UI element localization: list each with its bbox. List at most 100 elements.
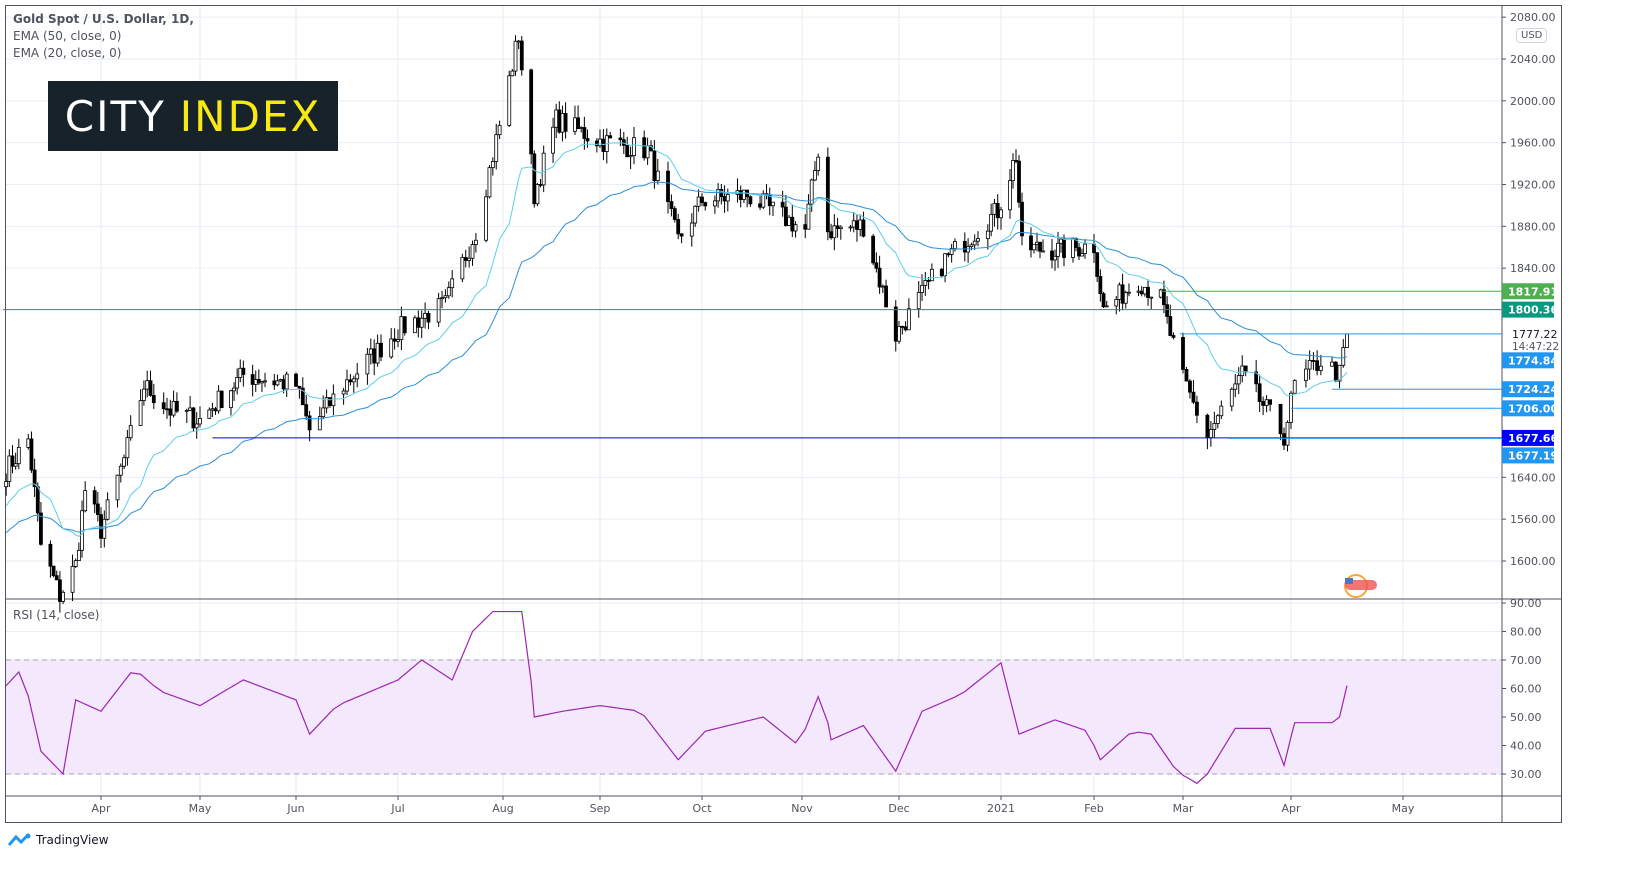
candle (1053, 255, 1057, 261)
candle (95, 503, 100, 515)
price-label: 1800.36 (1508, 304, 1558, 317)
candle (1278, 403, 1283, 435)
candle (1032, 243, 1036, 251)
logo-text-city: CITY (64, 91, 166, 141)
price-tick-label: 2080.00 (1510, 11, 1556, 24)
candle (953, 241, 957, 249)
candle (345, 379, 349, 392)
candle (563, 113, 568, 132)
candle (1114, 299, 1119, 307)
candle (48, 543, 53, 567)
candle (1289, 392, 1293, 423)
candle (793, 224, 798, 232)
candle (700, 196, 704, 203)
rsi-line (5, 610, 1348, 785)
candle (625, 144, 630, 158)
price-tick-label: 1640.00 (1510, 471, 1556, 484)
candle (73, 560, 78, 567)
candle (1181, 336, 1185, 370)
candle (1337, 364, 1342, 382)
candle (13, 463, 18, 467)
candle (278, 379, 283, 382)
candle (1195, 401, 1199, 416)
ema50-legend[interactable]: EMA (50, close, 0) (13, 29, 122, 43)
candle (122, 457, 126, 467)
rsi-tick-label: 40.00 (1510, 740, 1542, 753)
candle (1292, 380, 1297, 394)
candle (379, 342, 383, 358)
candle (263, 380, 267, 383)
candle (516, 40, 521, 43)
candle (365, 353, 370, 375)
candle (171, 400, 176, 416)
candle (250, 374, 255, 385)
candle (1236, 375, 1241, 385)
candle (1011, 160, 1015, 181)
candle (1215, 415, 1220, 424)
candle (871, 235, 876, 264)
rsi-legend[interactable]: RSI (14, close) (13, 608, 100, 622)
candle (666, 170, 670, 203)
price-label: 1677.66 (1508, 432, 1558, 445)
candle (1077, 247, 1081, 257)
candle (1318, 365, 1323, 371)
candle (446, 287, 451, 297)
ema20-legend[interactable]: EMA (20, close, 0) (13, 46, 122, 60)
candle (105, 499, 110, 520)
candle (141, 388, 146, 402)
rsi-tick-label: 50.00 (1510, 711, 1542, 724)
candle (125, 437, 130, 459)
time-tick-label: May (189, 802, 212, 815)
candle (1268, 399, 1272, 405)
candle (560, 113, 565, 133)
candle (191, 407, 196, 429)
candle (969, 244, 974, 248)
symbol-title[interactable]: Gold Spot / U.S. Dollar, 1D, (13, 12, 194, 26)
candle (402, 316, 407, 334)
candle (16, 446, 21, 465)
candle (1184, 369, 1189, 382)
candle (213, 408, 218, 412)
candle (645, 145, 650, 159)
time-tick-label: 2021 (987, 802, 1015, 815)
candle (1062, 238, 1066, 258)
currency-button[interactable]: USD (1516, 28, 1548, 43)
candle (241, 367, 246, 375)
candle (1142, 286, 1147, 295)
candle (1104, 305, 1109, 308)
candle (161, 402, 166, 410)
candle (1233, 383, 1238, 390)
candle (216, 390, 221, 412)
price-tick-label: 1920.00 (1510, 178, 1556, 191)
candle (416, 317, 421, 328)
candle (61, 591, 65, 602)
price-tick-label: 2040.00 (1510, 53, 1556, 66)
candle (832, 225, 837, 239)
candle (1136, 290, 1141, 293)
candle (874, 262, 879, 269)
candle (513, 40, 518, 72)
time-tick-label: Jul (390, 802, 404, 815)
candle (232, 387, 236, 392)
candle (803, 224, 808, 230)
price-tick-label: 1600.00 (1510, 555, 1556, 568)
candle (115, 474, 120, 501)
candle (1285, 421, 1290, 446)
candle (1014, 160, 1018, 162)
candle (443, 295, 448, 299)
candle (573, 117, 577, 132)
candle (1257, 383, 1262, 402)
candle (463, 257, 468, 261)
candle (474, 239, 478, 245)
candle (642, 137, 647, 159)
candle (35, 486, 40, 514)
tradingview-brand[interactable]: TradingView (8, 833, 109, 847)
candle (389, 338, 394, 358)
candle (294, 373, 298, 387)
candle (1162, 289, 1166, 306)
candle (487, 167, 492, 198)
candle (10, 455, 15, 467)
candle (576, 117, 580, 130)
candle (1149, 296, 1154, 299)
